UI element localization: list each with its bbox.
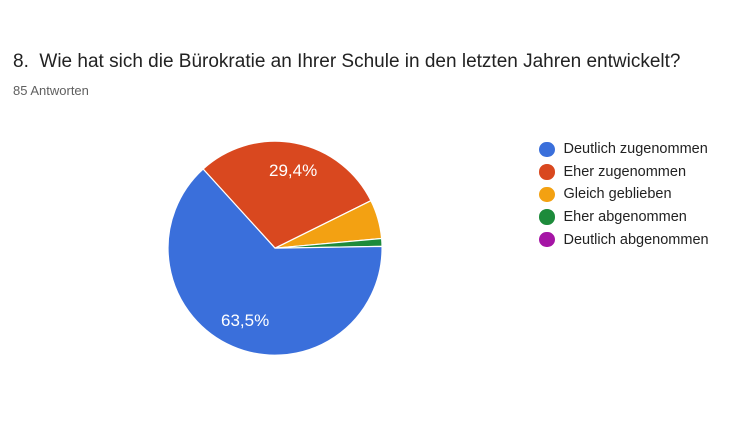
svg-text:29,4%: 29,4% — [269, 161, 317, 180]
svg-text:63,5%: 63,5% — [221, 311, 269, 330]
